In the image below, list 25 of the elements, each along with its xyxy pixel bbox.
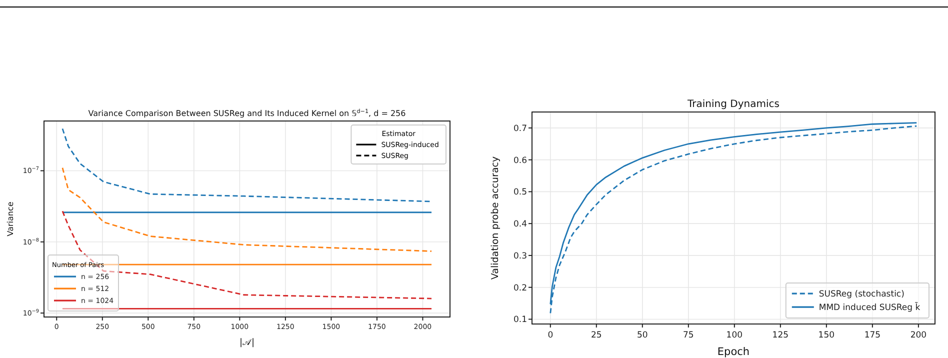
- y-tick-label: 0.6: [513, 156, 527, 166]
- x-tick-label: 100: [726, 330, 743, 340]
- x-tick-label: 125: [772, 330, 789, 340]
- x-tick-label: 75: [683, 330, 694, 340]
- chart-title: Variance Comparison Between SUSReg and Its Induced Kernel on 𝕊$^{d−1}$, d = 256: [88, 108, 406, 118]
- x-tick-label: 150: [818, 330, 835, 340]
- chart-title: Training Dynamics: [686, 99, 780, 110]
- x-tick-label: 0: [548, 330, 554, 340]
- x-tick-label: 200: [910, 330, 927, 340]
- x-tick-label: 50: [636, 330, 648, 340]
- legend-label: MMD induced SUSReg k̄: [818, 301, 920, 313]
- x-axis-title: |𝒜|: [239, 338, 255, 348]
- y-axis-title: Variance: [6, 202, 15, 236]
- y-tick-label: 0.5: [513, 188, 527, 198]
- x-tick-label: 25: [590, 330, 602, 340]
- y-axis-title: Validation probe accuracy: [490, 156, 501, 280]
- y-tick-label: 0.4: [513, 220, 527, 230]
- x-axis-title: Epoch: [717, 346, 750, 358]
- line-series: [62, 167, 432, 252]
- y-tick-label: 0.3: [513, 251, 527, 262]
- y-tick-label: 0.1: [513, 315, 527, 326]
- x-tick-label: 175: [864, 330, 881, 340]
- legend-label: SUSReg (stochastic): [818, 290, 904, 300]
- y-tick-label: 0.7: [513, 124, 527, 134]
- y-tick-label: 0.2: [513, 283, 527, 294]
